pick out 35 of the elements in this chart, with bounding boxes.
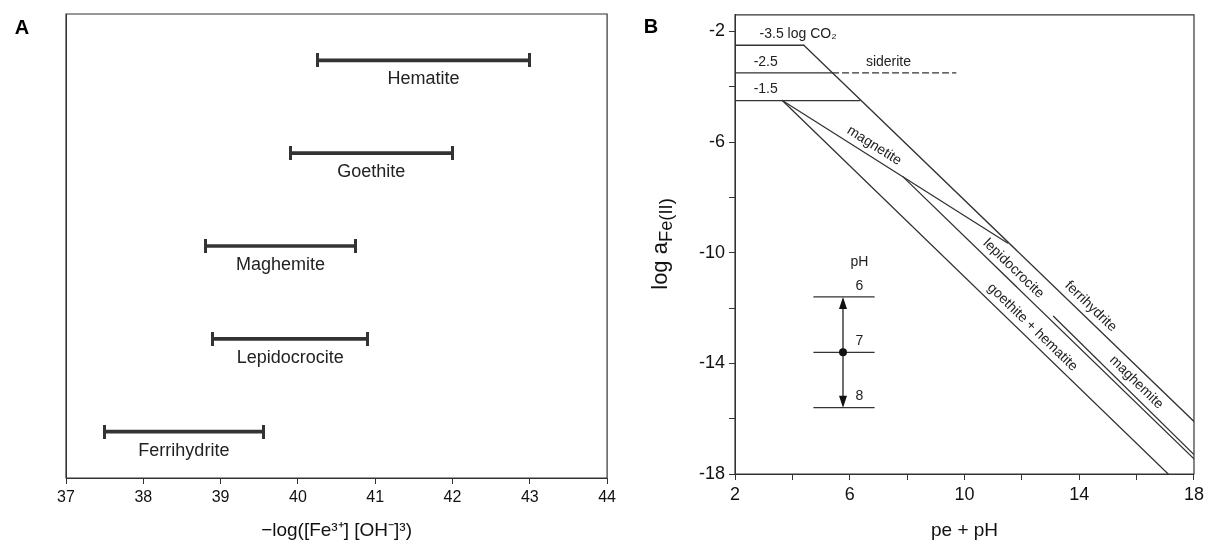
- x-axis-title: pe + pH: [930, 518, 999, 540]
- annotation: 7: [855, 332, 864, 349]
- x-tick-label: 39: [211, 488, 230, 506]
- category-label: Maghemite: [235, 253, 326, 274]
- category-label: Hematite: [387, 68, 460, 89]
- x-tick-label: 18: [1183, 483, 1204, 504]
- annotation: -3.5 log CO₂: [759, 25, 837, 42]
- chart-title: A: [14, 15, 30, 38]
- x-tick-label: 42: [443, 488, 462, 506]
- annotation: siderite: [865, 52, 912, 69]
- x-tick-label: 10: [954, 483, 975, 504]
- x-axis-title: −log([Fe³⁺] [OH⁻]³): [261, 518, 412, 540]
- annotation: pH: [850, 252, 869, 269]
- annotation: -2.5: [753, 52, 778, 69]
- x-tick-label: 37: [57, 488, 75, 506]
- y-tick-label: -6: [708, 131, 725, 152]
- x-tick-label: 44: [598, 488, 617, 506]
- x-tick-label: 38: [134, 488, 153, 506]
- x-tick-label: 6: [844, 483, 855, 504]
- annotation: -1.5: [753, 80, 778, 97]
- y-tick-label: -18: [698, 462, 725, 483]
- category-label: Ferrihydrite: [138, 439, 230, 460]
- y-tick-label: -10: [698, 241, 725, 262]
- annotation: 6: [855, 276, 864, 293]
- x-tick-label: 2: [729, 483, 741, 504]
- x-tick-label: 41: [366, 488, 385, 506]
- y-tick-label: -2: [708, 20, 725, 41]
- y-tick-label: -14: [698, 352, 725, 373]
- category-label: Lepidocrocite: [236, 346, 344, 367]
- x-tick-label: 14: [1069, 483, 1090, 504]
- category-label: Goethite: [337, 161, 406, 182]
- x-tick-label: 43: [520, 488, 539, 506]
- annotation: 8: [855, 387, 864, 404]
- x-tick-label: 40: [289, 488, 307, 506]
- chart-title: B: [643, 14, 659, 37]
